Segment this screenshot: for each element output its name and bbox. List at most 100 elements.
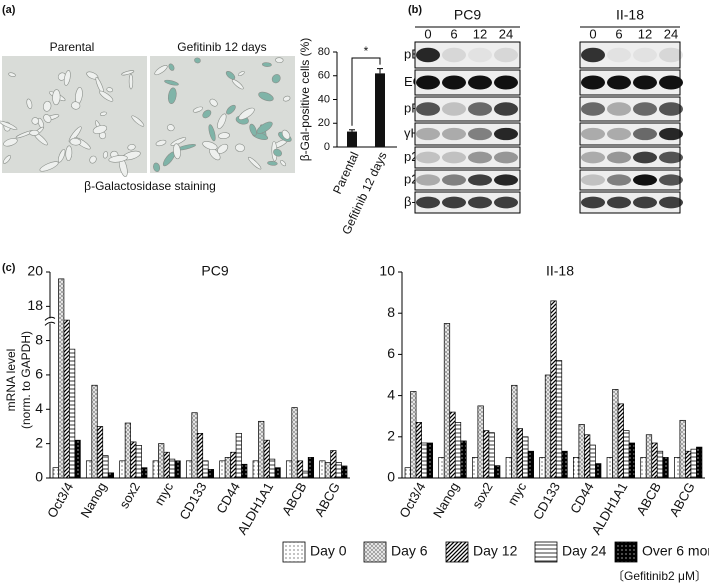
band	[659, 174, 683, 186]
cell	[192, 106, 204, 113]
bar	[124, 422, 131, 479]
bar	[449, 411, 456, 479]
legend-swatch	[363, 541, 387, 563]
x-tick-label: Nanog	[77, 480, 109, 521]
panel-tag: (b)	[408, 4, 422, 16]
bar	[174, 460, 181, 479]
cell	[26, 98, 33, 109]
band	[633, 127, 657, 141]
cell	[3, 138, 18, 147]
y-tick-label: 4	[35, 400, 43, 416]
cell	[238, 71, 245, 76]
x-tick-label: Oct3/4	[396, 480, 428, 521]
cell	[170, 137, 187, 146]
bar	[96, 426, 104, 479]
band	[633, 47, 657, 63]
cell	[71, 101, 81, 110]
bar	[511, 384, 518, 479]
panel-tag: (c)	[2, 262, 16, 274]
bar	[102, 455, 109, 479]
legend-label: Day 24	[562, 543, 607, 559]
axis-break	[44, 316, 56, 326]
y-tick-label: 20	[318, 117, 330, 129]
band	[494, 151, 518, 164]
y-tick-label: 40	[318, 93, 330, 105]
cell	[69, 138, 82, 146]
cell	[128, 73, 134, 90]
y-tick-label: 18	[27, 297, 43, 313]
band	[607, 174, 631, 186]
bar	[169, 458, 176, 479]
bar	[158, 443, 165, 479]
band	[442, 47, 466, 63]
y-tick-label: 2	[35, 434, 43, 450]
bar	[404, 467, 411, 479]
bar	[85, 460, 93, 479]
bar	[52, 467, 59, 479]
bar	[347, 131, 357, 147]
cell	[131, 115, 145, 127]
bar	[291, 407, 298, 479]
cell	[102, 151, 108, 159]
band	[659, 47, 683, 63]
bar	[230, 451, 237, 479]
band	[442, 196, 466, 209]
bar	[285, 460, 293, 479]
x-tick-label: CD133	[530, 480, 563, 523]
band	[633, 102, 657, 116]
y-tick-label: 4	[387, 386, 395, 402]
bar	[207, 469, 215, 479]
cell	[43, 114, 52, 123]
cell	[167, 87, 177, 105]
cell	[127, 144, 136, 151]
cell	[166, 124, 175, 132]
bar	[191, 412, 198, 479]
bar	[135, 445, 142, 479]
bar	[488, 432, 495, 479]
blot-strip	[414, 122, 521, 146]
y-tick-label: 0	[387, 469, 395, 485]
bar	[296, 460, 304, 479]
blot-strip	[414, 146, 521, 169]
bar	[341, 465, 348, 479]
x-tick-label: Oct3/4	[44, 480, 76, 521]
y-tick-label: 60	[318, 70, 330, 82]
bar	[74, 439, 81, 479]
cell	[267, 160, 278, 166]
cell	[208, 124, 216, 142]
cell	[153, 162, 161, 172]
cell	[225, 70, 236, 80]
band	[607, 47, 631, 63]
bar	[330, 450, 337, 479]
cell	[202, 141, 218, 150]
band	[442, 102, 466, 116]
band	[468, 196, 492, 209]
band	[659, 102, 683, 116]
band	[581, 75, 605, 90]
lane-label: 0	[424, 26, 431, 41]
y-tick-label: 6	[387, 345, 395, 361]
lane-label: 24	[499, 26, 513, 41]
bar	[477, 405, 484, 479]
band	[633, 174, 657, 186]
bar	[235, 432, 242, 479]
bar	[415, 422, 422, 479]
band	[581, 174, 605, 186]
bar	[679, 419, 686, 479]
bar	[527, 450, 534, 479]
x-tick-label: sox2	[469, 480, 496, 511]
annotation: *	[364, 44, 369, 58]
band	[494, 75, 518, 90]
cell	[68, 126, 82, 143]
cell	[282, 95, 291, 102]
bar	[578, 424, 585, 479]
bar	[494, 465, 501, 479]
lane-label: 12	[638, 26, 652, 41]
y-tick-label: 80	[318, 46, 330, 58]
cell	[235, 143, 245, 152]
bar	[58, 278, 65, 479]
cell	[0, 120, 18, 130]
y-tick-label: 20	[27, 263, 43, 279]
y-tick-label: 8	[387, 304, 395, 320]
cell	[217, 143, 229, 154]
